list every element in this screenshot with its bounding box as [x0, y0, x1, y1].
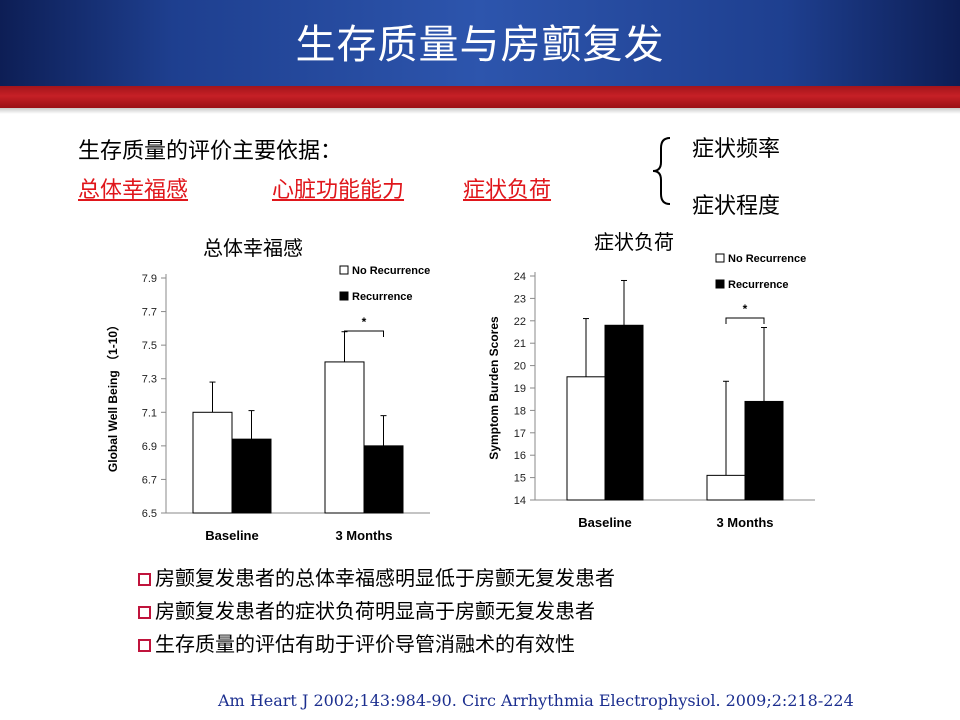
criterion-symptom-burden: 症状负荷	[463, 178, 552, 203]
significance-bracket	[344, 330, 384, 337]
y-tick-label: 24	[514, 271, 526, 283]
y-tick-label: 21	[514, 338, 526, 350]
criterion-functional-capacity: 心脏功能能力	[272, 178, 405, 203]
citation: Am Heart J 2002;143:984-90. Circ Arrhyth…	[218, 691, 854, 710]
legend-swatch	[339, 265, 349, 275]
y-tick-label: 7.5	[142, 340, 157, 352]
bullet-box-icon	[138, 639, 151, 652]
legend-entry: No Recurrence	[728, 253, 806, 265]
y-tick-label: 7.9	[142, 273, 157, 285]
chart1-title: 总体幸福感	[203, 236, 303, 260]
intro-heading: 生存质量的评价主要依据：	[78, 139, 343, 164]
criterion-well-being: 总体幸福感	[78, 178, 189, 203]
x-tick-label: Baseline	[578, 515, 631, 530]
title-banner: 生存质量与房颤复发	[0, 0, 960, 86]
band-shadow	[0, 108, 960, 114]
legend-swatch	[715, 279, 725, 289]
y-tick-label: 18	[514, 405, 526, 417]
y-tick-label: 14	[514, 495, 526, 507]
x-tick-label: 3 Months	[716, 515, 773, 530]
y-tick-label: 16	[514, 450, 526, 462]
y-tick-label: 15	[514, 473, 526, 485]
y-axis-label: Symptom Burden Scores	[487, 316, 501, 460]
legend-entry: Recurrence	[728, 279, 789, 291]
y-tick-label: 6.5	[142, 508, 157, 520]
x-tick-label: 3 Months	[335, 528, 392, 543]
y-tick-label: 7.3	[142, 374, 157, 386]
symptom-burden-chart: 14 15 16 17 18 19 20 21 22 23 24 Symptom Burden Sco…	[487, 253, 815, 530]
significance-bracket	[725, 317, 765, 324]
list-item: 生存质量的评估有助于评价导管消融术的有效性	[138, 632, 615, 665]
significance-marker: *	[362, 315, 367, 329]
curly-brace-icon	[652, 137, 671, 205]
bullet-box-icon	[138, 606, 151, 619]
chart2-title: 症状负荷	[594, 230, 674, 254]
legend-swatch	[339, 291, 349, 301]
red-band	[0, 86, 960, 108]
symptom-severity: 症状程度	[692, 194, 781, 219]
y-tick-label: 20	[514, 361, 526, 373]
list-item: 房颤复发患者的症状负荷明显高于房颤无复发患者	[138, 599, 615, 632]
y-tick-label: 6.7	[142, 474, 157, 486]
symptom-frequency: 症状频率	[692, 137, 781, 162]
significance-marker: *	[743, 302, 748, 316]
bar-no-recurrence	[324, 361, 365, 514]
conclusion-list: 房颤复发患者的总体幸福感明显低于房颤无复发患者 房颤复发患者的症状负荷明显高于房…	[138, 566, 615, 665]
y-tick-label: 23	[514, 293, 526, 305]
y-tick-label: 19	[514, 383, 526, 395]
y-tick-label: 6.9	[142, 441, 157, 453]
legend-entry: Recurrence	[352, 291, 413, 303]
y-tick-label: 7.7	[142, 307, 157, 319]
bar-no-recurrence	[192, 411, 233, 514]
bar-no-recurrence	[566, 376, 606, 501]
bar-recurrence	[231, 438, 272, 514]
well-being-chart: 6.5 6.7 6.9 7.1 7.3 7.5 7.7 7.9 Global Well Bein…	[105, 265, 430, 543]
bar-no-recurrence	[706, 474, 746, 501]
bar-recurrence	[604, 324, 644, 501]
legend-swatch	[715, 253, 725, 263]
bar-recurrence	[363, 445, 404, 514]
bar-recurrence	[744, 400, 784, 501]
slide-title: 生存质量与房颤复发	[295, 22, 665, 68]
y-tick-label: 22	[514, 316, 526, 328]
x-tick-label: Baseline	[205, 528, 258, 543]
y-tick-label: 17	[514, 428, 526, 440]
bullet-box-icon	[138, 573, 151, 586]
y-tick-label: 7.1	[142, 407, 157, 419]
y-axis-label: Global Well Being （1-10）	[105, 319, 120, 472]
legend-entry: No Recurrence	[352, 265, 430, 277]
list-item: 房颤复发患者的总体幸福感明显低于房颤无复发患者	[138, 566, 615, 599]
